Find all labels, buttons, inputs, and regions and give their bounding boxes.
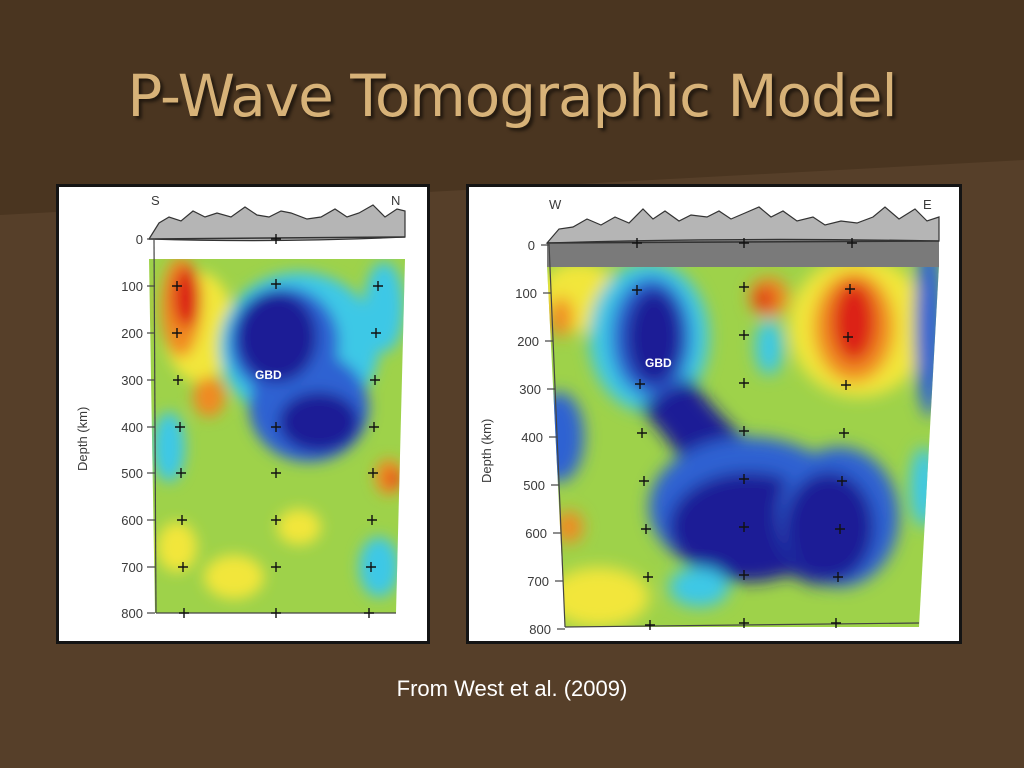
depth-tick-300: 300	[519, 382, 541, 397]
depth-tick-600: 600	[121, 513, 143, 528]
direction-label-right: E	[923, 197, 932, 212]
direction-label-left: S	[151, 193, 160, 208]
station-markers	[172, 234, 383, 618]
depth-tick-500: 500	[523, 478, 545, 493]
depth-tick-100: 100	[515, 286, 537, 301]
direction-label-left: W	[549, 197, 562, 212]
feature-label-gbd: GBD	[645, 356, 672, 370]
tomography-image	[149, 259, 405, 613]
depth-tick-400: 400	[521, 430, 543, 445]
depth-tick-300: 300	[121, 373, 143, 388]
depth-tick-200: 200	[121, 326, 143, 341]
tomography-section-s-n: S N GBD Depth (km) 0 100 200 300 400 500…	[56, 184, 430, 644]
slide-title: P-Wave Tomographic Model	[127, 62, 897, 130]
depth-tick-labels: 0 100 200 300 400 500 600 700 800	[515, 238, 551, 637]
depth-tick-200: 200	[517, 334, 539, 349]
tomography-image	[547, 265, 939, 627]
topography-profile	[147, 204, 406, 242]
depth-tick-400: 400	[121, 420, 143, 435]
feature-label-gbd: GBD	[255, 368, 282, 382]
depth-tick-800: 800	[529, 622, 551, 637]
depth-tick-0: 0	[528, 238, 535, 253]
axis-label-depth: Depth (km)	[75, 407, 90, 471]
depth-tick-500: 500	[121, 466, 143, 481]
direction-label-right: N	[391, 193, 400, 208]
topography-profile	[545, 206, 940, 244]
tomography-section-w-e: W E GBD Depth (km) 0 100 200 300 400 500…	[466, 184, 962, 644]
depth-tick-0: 0	[136, 232, 143, 247]
depth-tick-700: 700	[121, 560, 143, 575]
figure-caption: From West et al. (2009)	[396, 676, 628, 701]
depth-tick-600: 600	[525, 526, 547, 541]
station-markers	[632, 238, 857, 630]
depth-tick-100: 100	[121, 279, 143, 294]
background-band	[0, 0, 1024, 215]
depth-tick-800: 800	[121, 606, 143, 621]
axis-label-depth: Depth (km)	[479, 419, 494, 483]
depth-tick-labels: 0 100 200 300 400 500 600 700 800	[121, 232, 143, 621]
depth-tick-700: 700	[527, 574, 549, 589]
crust-band	[547, 239, 939, 267]
